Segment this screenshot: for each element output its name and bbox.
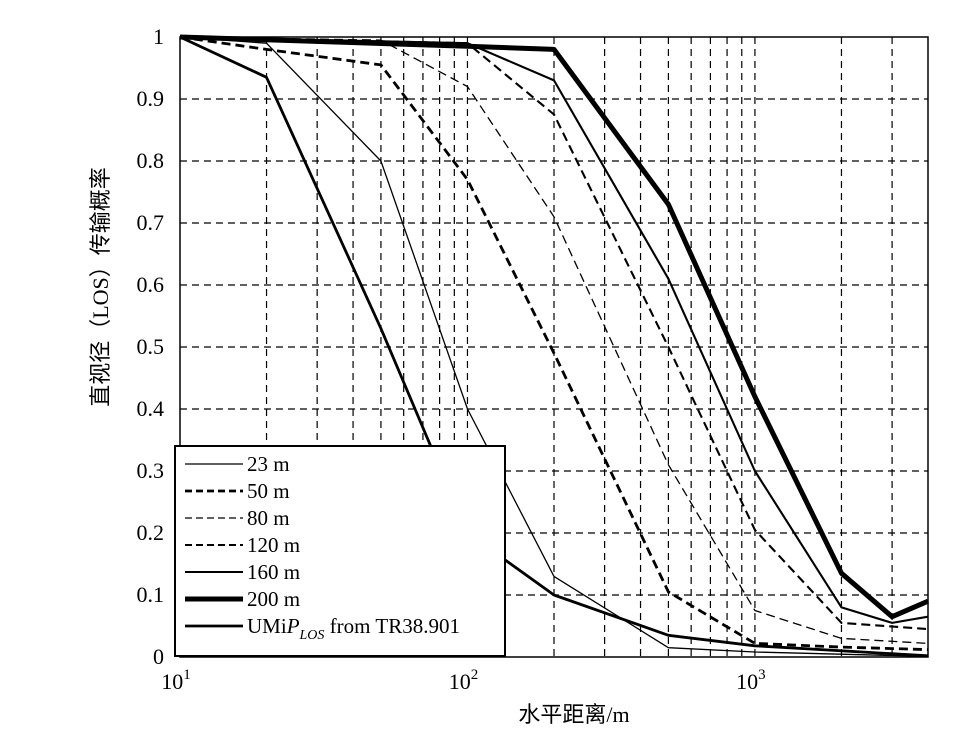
y-tick-label: 0.9: [137, 86, 165, 111]
legend-label-0: 23 m: [247, 452, 290, 476]
x-tick-label: 103: [736, 667, 766, 694]
y-tick-label: 0.6: [137, 272, 165, 297]
y-tick-label: 0: [153, 644, 164, 669]
series-line-5: [179, 34, 929, 620]
series-line-0: [179, 36, 929, 658]
legend: 23 m 50 m 80 m 120 m 160 m 200 m UMiPLOS from …: [174, 445, 506, 657]
series-line-4: [179, 35, 929, 624]
x-tick-base: 10: [449, 669, 471, 694]
x-tick-base: 10: [161, 669, 183, 694]
y-tick-label: 0.3: [137, 458, 165, 483]
legend-label-6: UMiPLOS from TR38.901: [247, 614, 460, 643]
y-tick-label: 0.5: [137, 334, 165, 359]
legend-label-3: 120 m: [247, 533, 300, 557]
legend-label-1: 50 m: [247, 479, 290, 503]
legend-label-5: 200 m: [247, 587, 300, 611]
y-tick-label: 0.2: [137, 520, 165, 545]
y-tick-label: 0.8: [137, 148, 165, 173]
x-axis-label: 水平距离/m: [518, 702, 629, 727]
series-line-1: [179, 35, 929, 651]
x-tick-base: 10: [736, 669, 758, 694]
legend-label-2: 80 m: [247, 506, 290, 530]
y-tick-label: 0.1: [137, 582, 165, 607]
x-tick-labels: 101 102 103: [161, 667, 765, 694]
y-tick-label: 1: [153, 24, 164, 49]
y-tick-label: 0.4: [137, 396, 165, 421]
x-tick-exponent: 1: [183, 667, 191, 683]
series-line-6: [179, 35, 929, 658]
x-tick-label: 102: [449, 667, 479, 694]
y-tick-label: 0.7: [137, 210, 165, 235]
y-tick-labels: 0 0.1 0.2 0.3 0.4 0.5 0.6 0.7 0.8 0.9 1: [137, 24, 165, 669]
series-line-2: [179, 36, 929, 645]
series-lines: [179, 34, 929, 658]
plot-frame: [179, 36, 929, 658]
y-axis-label: 直视径（LOS）传输概率: [88, 167, 113, 407]
legend-label-4: 160 m: [247, 560, 300, 584]
legend-box: [174, 445, 506, 657]
x-tick-exponent: 2: [471, 667, 479, 683]
x-tick-label: 101: [161, 667, 191, 694]
x-tick-exponent: 3: [758, 667, 766, 683]
